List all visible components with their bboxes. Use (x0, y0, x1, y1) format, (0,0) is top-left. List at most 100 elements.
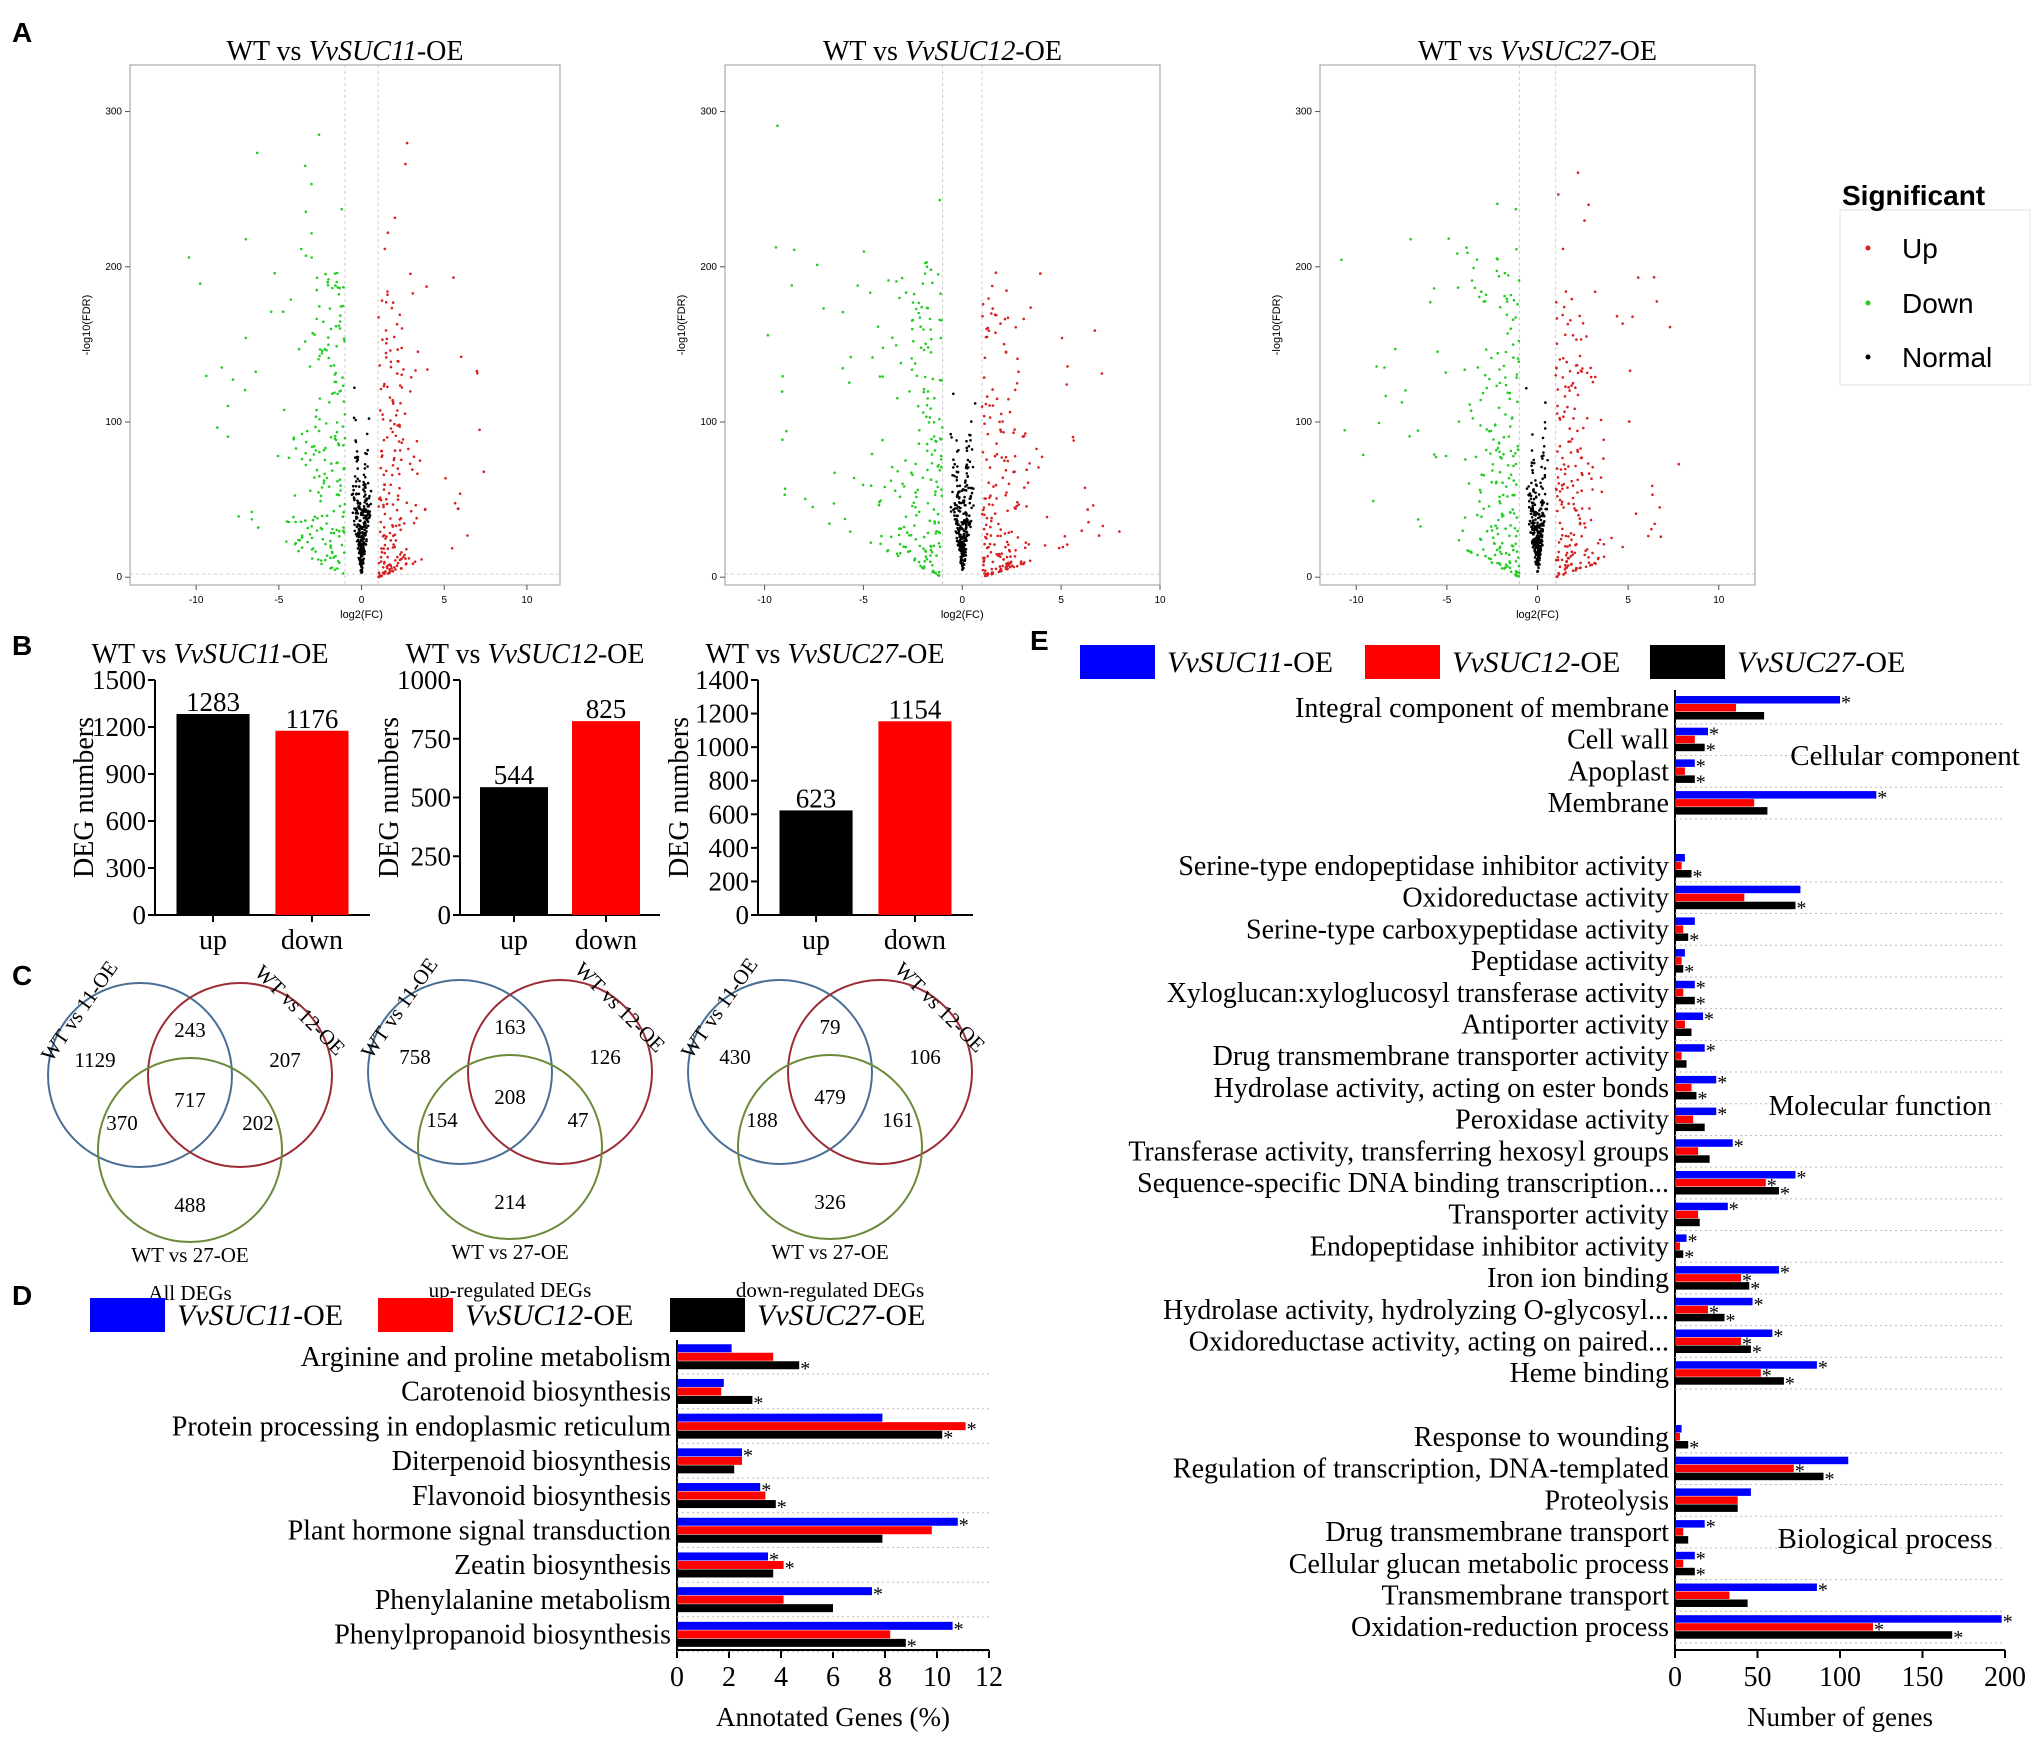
down-point (304, 440, 308, 444)
down-point (1497, 275, 1501, 278)
up-point (1565, 360, 1568, 364)
category-label: Cell wall (1567, 725, 1669, 756)
down-point (322, 320, 325, 324)
down-point (339, 389, 342, 393)
down-point (318, 354, 321, 358)
down-point (1514, 462, 1518, 466)
normal-point (953, 514, 956, 517)
up-point (403, 522, 406, 525)
normal-point (1528, 492, 1532, 495)
up-point (998, 420, 1001, 424)
down-point (849, 355, 853, 359)
down-point (1497, 441, 1501, 445)
normal-point (965, 520, 968, 524)
up-point (993, 313, 997, 317)
y-axis-label: DEG numbers (69, 717, 100, 878)
up-point (1557, 541, 1561, 544)
up-point (1026, 481, 1030, 485)
up-point (1585, 416, 1589, 420)
legend-suffix: -OE (875, 1299, 925, 1332)
up-point (1591, 465, 1594, 469)
category-label: Response to wounding (1414, 1422, 1669, 1453)
up-point (987, 329, 991, 333)
down-point (937, 542, 941, 545)
volcano-title-2-prefix: WT vs (823, 36, 905, 67)
legend-swatch-2 (670, 1298, 745, 1332)
up-point (993, 512, 997, 515)
go-row-bar-series0 (1675, 1075, 1717, 1084)
up-point (391, 524, 394, 527)
up-point (999, 555, 1002, 559)
down-point (244, 237, 248, 241)
y-tick-label: 900 (106, 759, 147, 789)
normal-point (361, 542, 364, 546)
venn-circle-27 (417, 1054, 603, 1240)
go-row-significance-star: * (1684, 1246, 1694, 1268)
normal-point (1530, 516, 1534, 519)
venn-count-ac: 154 (426, 1108, 458, 1132)
down-point (1470, 551, 1473, 554)
down-point (926, 390, 930, 393)
down-point (843, 517, 847, 521)
normal-point (949, 432, 952, 436)
down-point (1516, 357, 1520, 360)
go-row-bar-series0 (1675, 854, 1685, 862)
down-point (1495, 548, 1499, 552)
normal-point (356, 501, 360, 505)
normal-point (949, 505, 953, 509)
down-point (1512, 464, 1515, 468)
up-point (393, 449, 397, 452)
up-point (1037, 466, 1040, 469)
go-row-bar-series1 (1675, 1623, 1873, 1631)
down-point (776, 124, 779, 127)
normal-point (1531, 521, 1535, 525)
down-point (329, 546, 333, 549)
up-point (988, 542, 992, 546)
down-point (1464, 458, 1467, 461)
normal-point (1536, 569, 1540, 573)
deg-bar-value: 623 (796, 783, 837, 813)
go-row-bar-series1 (1675, 957, 1682, 965)
up-point (1555, 317, 1559, 320)
go-row-significance-star: * (1696, 977, 1706, 999)
legend-gene: VvSUC11 (177, 1299, 293, 1332)
down-point (868, 291, 872, 295)
normal-point (365, 526, 368, 530)
down-point (1478, 295, 1481, 299)
normal-point (1532, 497, 1536, 501)
up-point (423, 508, 427, 512)
up-point (1628, 420, 1631, 423)
normal-point (1537, 554, 1541, 558)
up-point (1086, 508, 1089, 511)
deg-bar-title-3: WT vs VvSUC27-OE (705, 639, 944, 670)
normal-point (955, 439, 958, 442)
down-point (342, 531, 346, 534)
down-point (940, 494, 944, 498)
up-point (384, 301, 388, 304)
up-point (1647, 534, 1650, 538)
up-point (1576, 371, 1580, 375)
y-tick-label: 200 (700, 262, 717, 273)
kegg-row-significance-star: * (959, 1514, 969, 1536)
normal-point (962, 559, 966, 562)
down-point (932, 544, 936, 548)
go-row-bar-series1 (1675, 925, 1684, 933)
normal-point (354, 440, 358, 444)
venn-circle-12 (787, 979, 973, 1165)
normal-point (1533, 548, 1536, 551)
up-point (1004, 493, 1007, 497)
up-point (1579, 561, 1582, 565)
down-point (336, 480, 339, 483)
panel-letter-c: C (12, 960, 32, 991)
up-point (1083, 486, 1087, 490)
up-point (1599, 418, 1603, 422)
up-point (990, 284, 994, 288)
up-point (1567, 440, 1570, 444)
up-point (382, 562, 386, 565)
down-point (1469, 409, 1473, 413)
down-point (852, 476, 856, 480)
up-point (1010, 530, 1013, 534)
down-point (297, 549, 300, 553)
normal-point (364, 508, 368, 511)
panel-e-go-bars: VvSUC11-OE VvSUC12-OE VvSUC27-OE0 50 100 150 2… (1080, 645, 2026, 1732)
